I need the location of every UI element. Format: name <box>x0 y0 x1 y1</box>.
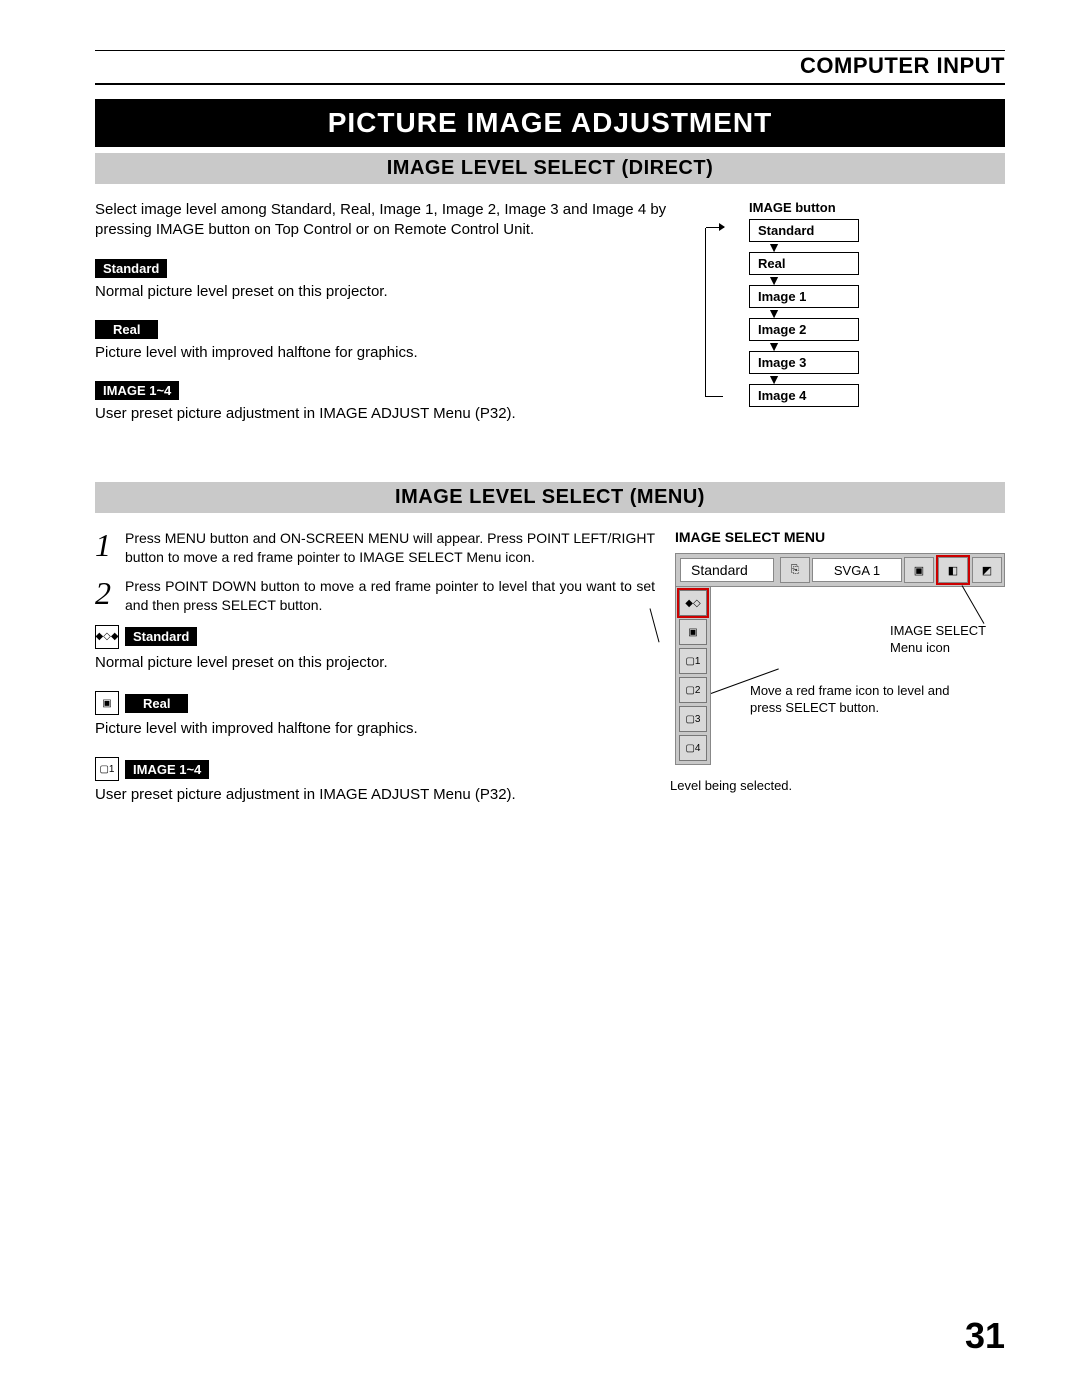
header-section: COMPUTER INPUT <box>95 53 1005 83</box>
desc-standard: Normal picture level preset on this proj… <box>95 282 685 302</box>
side-icon: ▢2 <box>679 677 707 703</box>
arrow-down-icon: ▼ <box>719 242 829 252</box>
header-rule: COMPUTER INPUT <box>95 50 1005 85</box>
menu-mode: SVGA 1 <box>812 558 902 582</box>
side-icon: ▢3 <box>679 706 707 732</box>
desc-standard2: Normal picture level preset on this proj… <box>95 653 655 673</box>
tag-row: ▢1 IMAGE 1~4 <box>95 757 655 781</box>
menu-top-bar: Standard ⎘ SVGA 1 ▣ ◧ ◩ <box>675 553 1005 587</box>
step-text: Press MENU button and ON-SCREEN MENU wil… <box>125 529 655 567</box>
tag-standard: Standard <box>95 259 167 278</box>
section1-heading: IMAGE LEVEL SELECT (DIRECT) <box>95 153 1005 184</box>
menu-icon: ◩ <box>972 557 1002 583</box>
section2-body: 1 Press MENU button and ON-SCREEN MENU w… <box>95 529 1005 823</box>
section1-body: Select image level among Standard, Real,… <box>95 200 1005 442</box>
section1-intro: Select image level among Standard, Real,… <box>95 200 685 241</box>
section1-left: Select image level among Standard, Real,… <box>95 200 685 442</box>
arrow-right-icon <box>719 223 725 231</box>
section2-right: IMAGE SELECT MENU Standard ⎘ SVGA 1 ▣ ◧ … <box>675 529 1005 823</box>
flow-box: Standard <box>749 219 859 242</box>
anno-move: Move a red frame icon to level and press… <box>750 683 980 717</box>
step-row: 2 Press POINT DOWN button to move a red … <box>95 577 655 615</box>
tag-real: Real <box>95 320 158 339</box>
menu-body: ◆◇ ▣ ▢1 ▢2 ▢3 ▢4 <box>675 587 1005 765</box>
arrow-down-icon: ▼ <box>719 374 829 384</box>
flow-box: Image 4 <box>749 384 859 407</box>
menu-image-select-icon: ◧ <box>938 557 968 583</box>
section1-right: IMAGE button Standard ▼ Real ▼ Image 1 ▼… <box>705 200 1005 442</box>
side-icon: ▢4 <box>679 735 707 761</box>
screen-numbered-icon: ▢1 <box>95 757 119 781</box>
page-number: 31 <box>965 1315 1005 1357</box>
flow-label: IMAGE button <box>749 200 1005 215</box>
flow-box: Image 1 <box>749 285 859 308</box>
side-icon: ▣ <box>679 619 707 645</box>
anno-image-select: IMAGE SELECT Menu icon <box>890 623 1010 657</box>
step-number: 1 <box>95 529 111 567</box>
flow-diagram: IMAGE button Standard ▼ Real ▼ Image 1 ▼… <box>705 200 1005 407</box>
menu-icon: ⎘ <box>780 557 810 583</box>
section2-left: 1 Press MENU button and ON-SCREEN MENU w… <box>95 529 655 823</box>
menu-side-icons: ◆◇ ▣ ▢1 ▢2 ▢3 ▢4 <box>675 587 711 765</box>
menu-screenshot: Standard ⎘ SVGA 1 ▣ ◧ ◩ ◆◇ ▣ ▢1 ▢2 ▢3 ▢4 <box>675 553 1005 765</box>
step-text: Press POINT DOWN button to move a red fr… <box>125 577 655 615</box>
menu-current-field: Standard <box>680 558 774 582</box>
spacer <box>95 442 1005 482</box>
steps: 1 Press MENU button and ON-SCREEN MENU w… <box>95 529 655 615</box>
menu-shot-label: IMAGE SELECT MENU <box>675 529 1005 545</box>
page-title: PICTURE IMAGE ADJUSTMENT <box>95 99 1005 147</box>
anno-level: Level being selected. <box>670 778 870 795</box>
arrow-down-icon: ▼ <box>719 275 829 285</box>
desc-image14-2: User preset picture adjustment in IMAGE … <box>95 785 655 805</box>
flow-box: Real <box>749 252 859 275</box>
arrow-down-icon: ▼ <box>719 341 829 351</box>
tag-real2: Real <box>125 694 188 713</box>
flow-box: Image 3 <box>749 351 859 374</box>
flow-box: Image 2 <box>749 318 859 341</box>
diamonds-icon: ◆◇◆ <box>95 625 119 649</box>
tag-image14-2: IMAGE 1~4 <box>125 760 209 779</box>
arrow-down-icon: ▼ <box>719 308 829 318</box>
screen-icon: ▣ <box>95 691 119 715</box>
menu-icon: ▣ <box>904 557 934 583</box>
tag-row: ◆◇◆ Standard <box>95 625 655 649</box>
side-icon-selected: ◆◇ <box>679 590 707 616</box>
tag-standard2: Standard <box>125 627 197 646</box>
desc-real2: Picture level with improved halftone for… <box>95 719 655 739</box>
side-icon: ▢1 <box>679 648 707 674</box>
tag-image14: IMAGE 1~4 <box>95 381 179 400</box>
step-number: 2 <box>95 577 111 615</box>
step-row: 1 Press MENU button and ON-SCREEN MENU w… <box>95 529 655 567</box>
desc-real: Picture level with improved halftone for… <box>95 343 685 363</box>
desc-image14: User preset picture adjustment in IMAGE … <box>95 404 685 424</box>
tag-row: ▣ Real <box>95 691 655 715</box>
section2-heading: IMAGE LEVEL SELECT (MENU) <box>95 482 1005 513</box>
page: COMPUTER INPUT PICTURE IMAGE ADJUSTMENT … <box>0 0 1080 864</box>
